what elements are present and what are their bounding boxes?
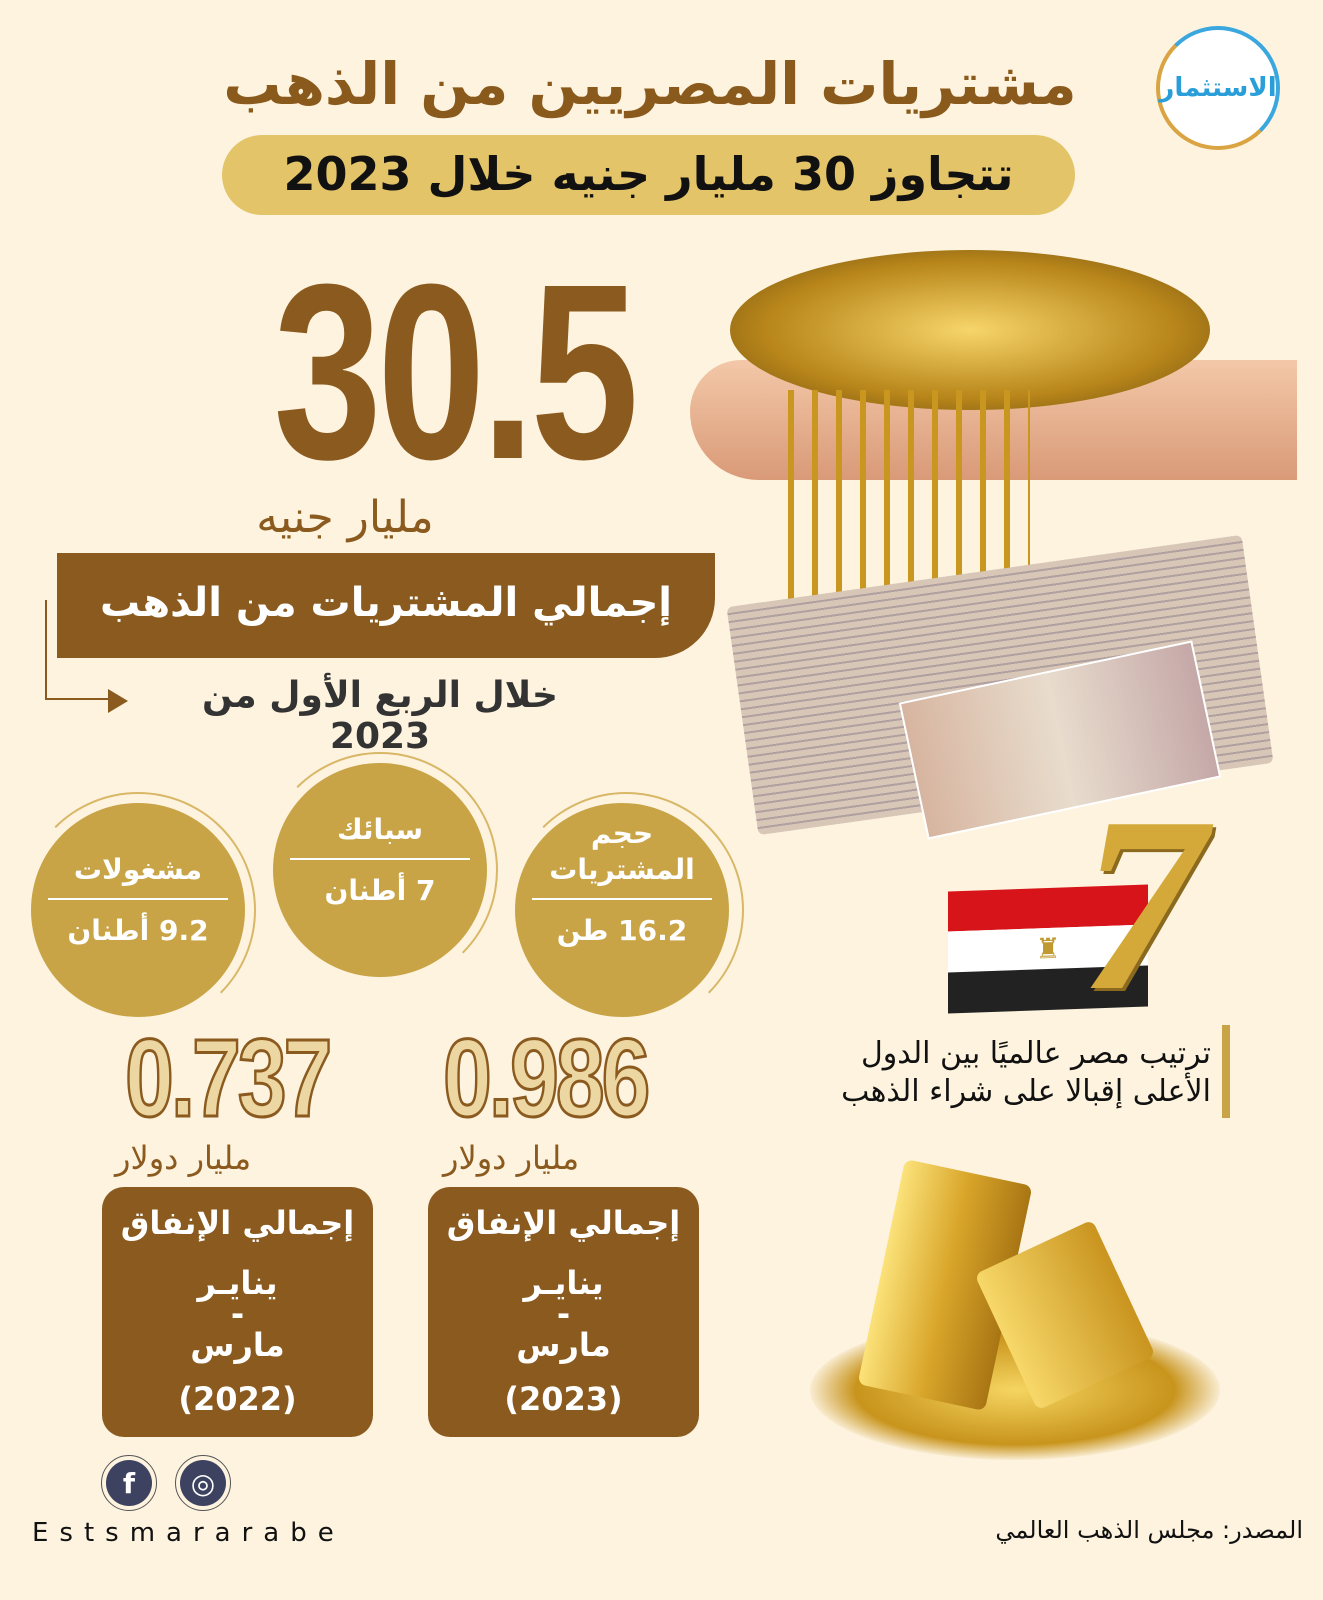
stat-circle-jewelry: مشغولات 9.2 أطنان	[31, 803, 245, 1017]
dribbble-button[interactable]: ◎	[175, 1455, 231, 1511]
hero-unit: مليار جنيه	[256, 492, 434, 543]
subtitle-pill: تتجاوز 30 مليار جنيه خلال 2023	[222, 135, 1075, 215]
gold-bars-coins-image	[810, 1150, 1220, 1470]
rank-line-2: الأعلى إقبالا على شراء الذهب	[841, 1074, 1211, 1109]
rank-accent-bar	[1222, 1025, 1230, 1118]
hero-period: خلال الربع الأول من 2023	[202, 675, 558, 757]
dribbble-icon: ◎	[180, 1460, 226, 1506]
eagle-icon: ♜	[1035, 931, 1061, 966]
stat-circle-purchases: حجم المشتريات 16.2 طن	[515, 803, 729, 1017]
box-from: ينايـر	[197, 1264, 278, 1302]
box-title: إجمالي الإنفاق	[446, 1204, 681, 1242]
stat-label: سبائك	[336, 813, 424, 846]
hero-label-banner: إجمالي المشتريات من الذهب	[57, 553, 715, 658]
spending-value-2023: 0.986	[442, 1017, 652, 1140]
stat-circle-bullion: سبائك 7 أطنان	[273, 763, 487, 977]
box-from: ينايـر	[523, 1264, 604, 1302]
logo: الاستثمار	[1156, 26, 1280, 150]
box-year: (2023)	[504, 1380, 623, 1418]
circle-ring	[20, 792, 256, 1028]
logo-text: الاستثمار	[1159, 73, 1277, 103]
gold-jewelry-hand-image	[690, 240, 1297, 840]
facebook-button[interactable]: f	[101, 1455, 157, 1511]
facebook-icon: f	[106, 1460, 152, 1506]
box-dash: -	[556, 1295, 571, 1333]
page-title: مشتريات المصريين من الذهب	[223, 50, 1077, 118]
rank-number: 7	[1080, 766, 1205, 1043]
box-to: مارس	[190, 1326, 285, 1364]
box-year: (2022)	[178, 1380, 297, 1418]
stat-value: 16.2 طن	[556, 914, 688, 947]
hero-value: 30.5	[273, 232, 638, 511]
spending-value-2022: 0.737	[124, 1017, 334, 1140]
spending-box-2023: إجمالي الإنفاق ينايـر - مارس (2023)	[428, 1187, 699, 1437]
stat-value: 7 أطنان	[324, 874, 436, 907]
box-dash: -	[230, 1295, 245, 1333]
stat-label: حجم المشتريات	[549, 817, 695, 886]
rank-text: ترتيب مصر عالميًا بين الدول الأعلى إقبال…	[841, 1035, 1211, 1111]
stat-value: 9.2 أطنان	[67, 914, 209, 947]
rank-line-1: ترتيب مصر عالميًا بين الدول	[860, 1036, 1211, 1071]
circle-ring	[262, 752, 498, 988]
connector-line	[45, 600, 115, 700]
box-to: مارس	[516, 1326, 611, 1364]
arrow-right-icon	[108, 689, 128, 713]
source-text: المصدر: مجلس الذهب العالمي	[995, 1516, 1303, 1544]
stat-label: مشغولات	[73, 853, 203, 886]
box-title: إجمالي الإنفاق	[120, 1204, 355, 1242]
circle-ring	[508, 792, 744, 1028]
spending-unit-2023: مليار دولار	[443, 1139, 580, 1177]
spending-box-2022: إجمالي الإنفاق ينايـر - مارس (2022)	[102, 1187, 373, 1437]
brand-name: Estsmararabe	[32, 1518, 345, 1548]
spending-unit-2022: مليار دولار	[115, 1139, 252, 1177]
